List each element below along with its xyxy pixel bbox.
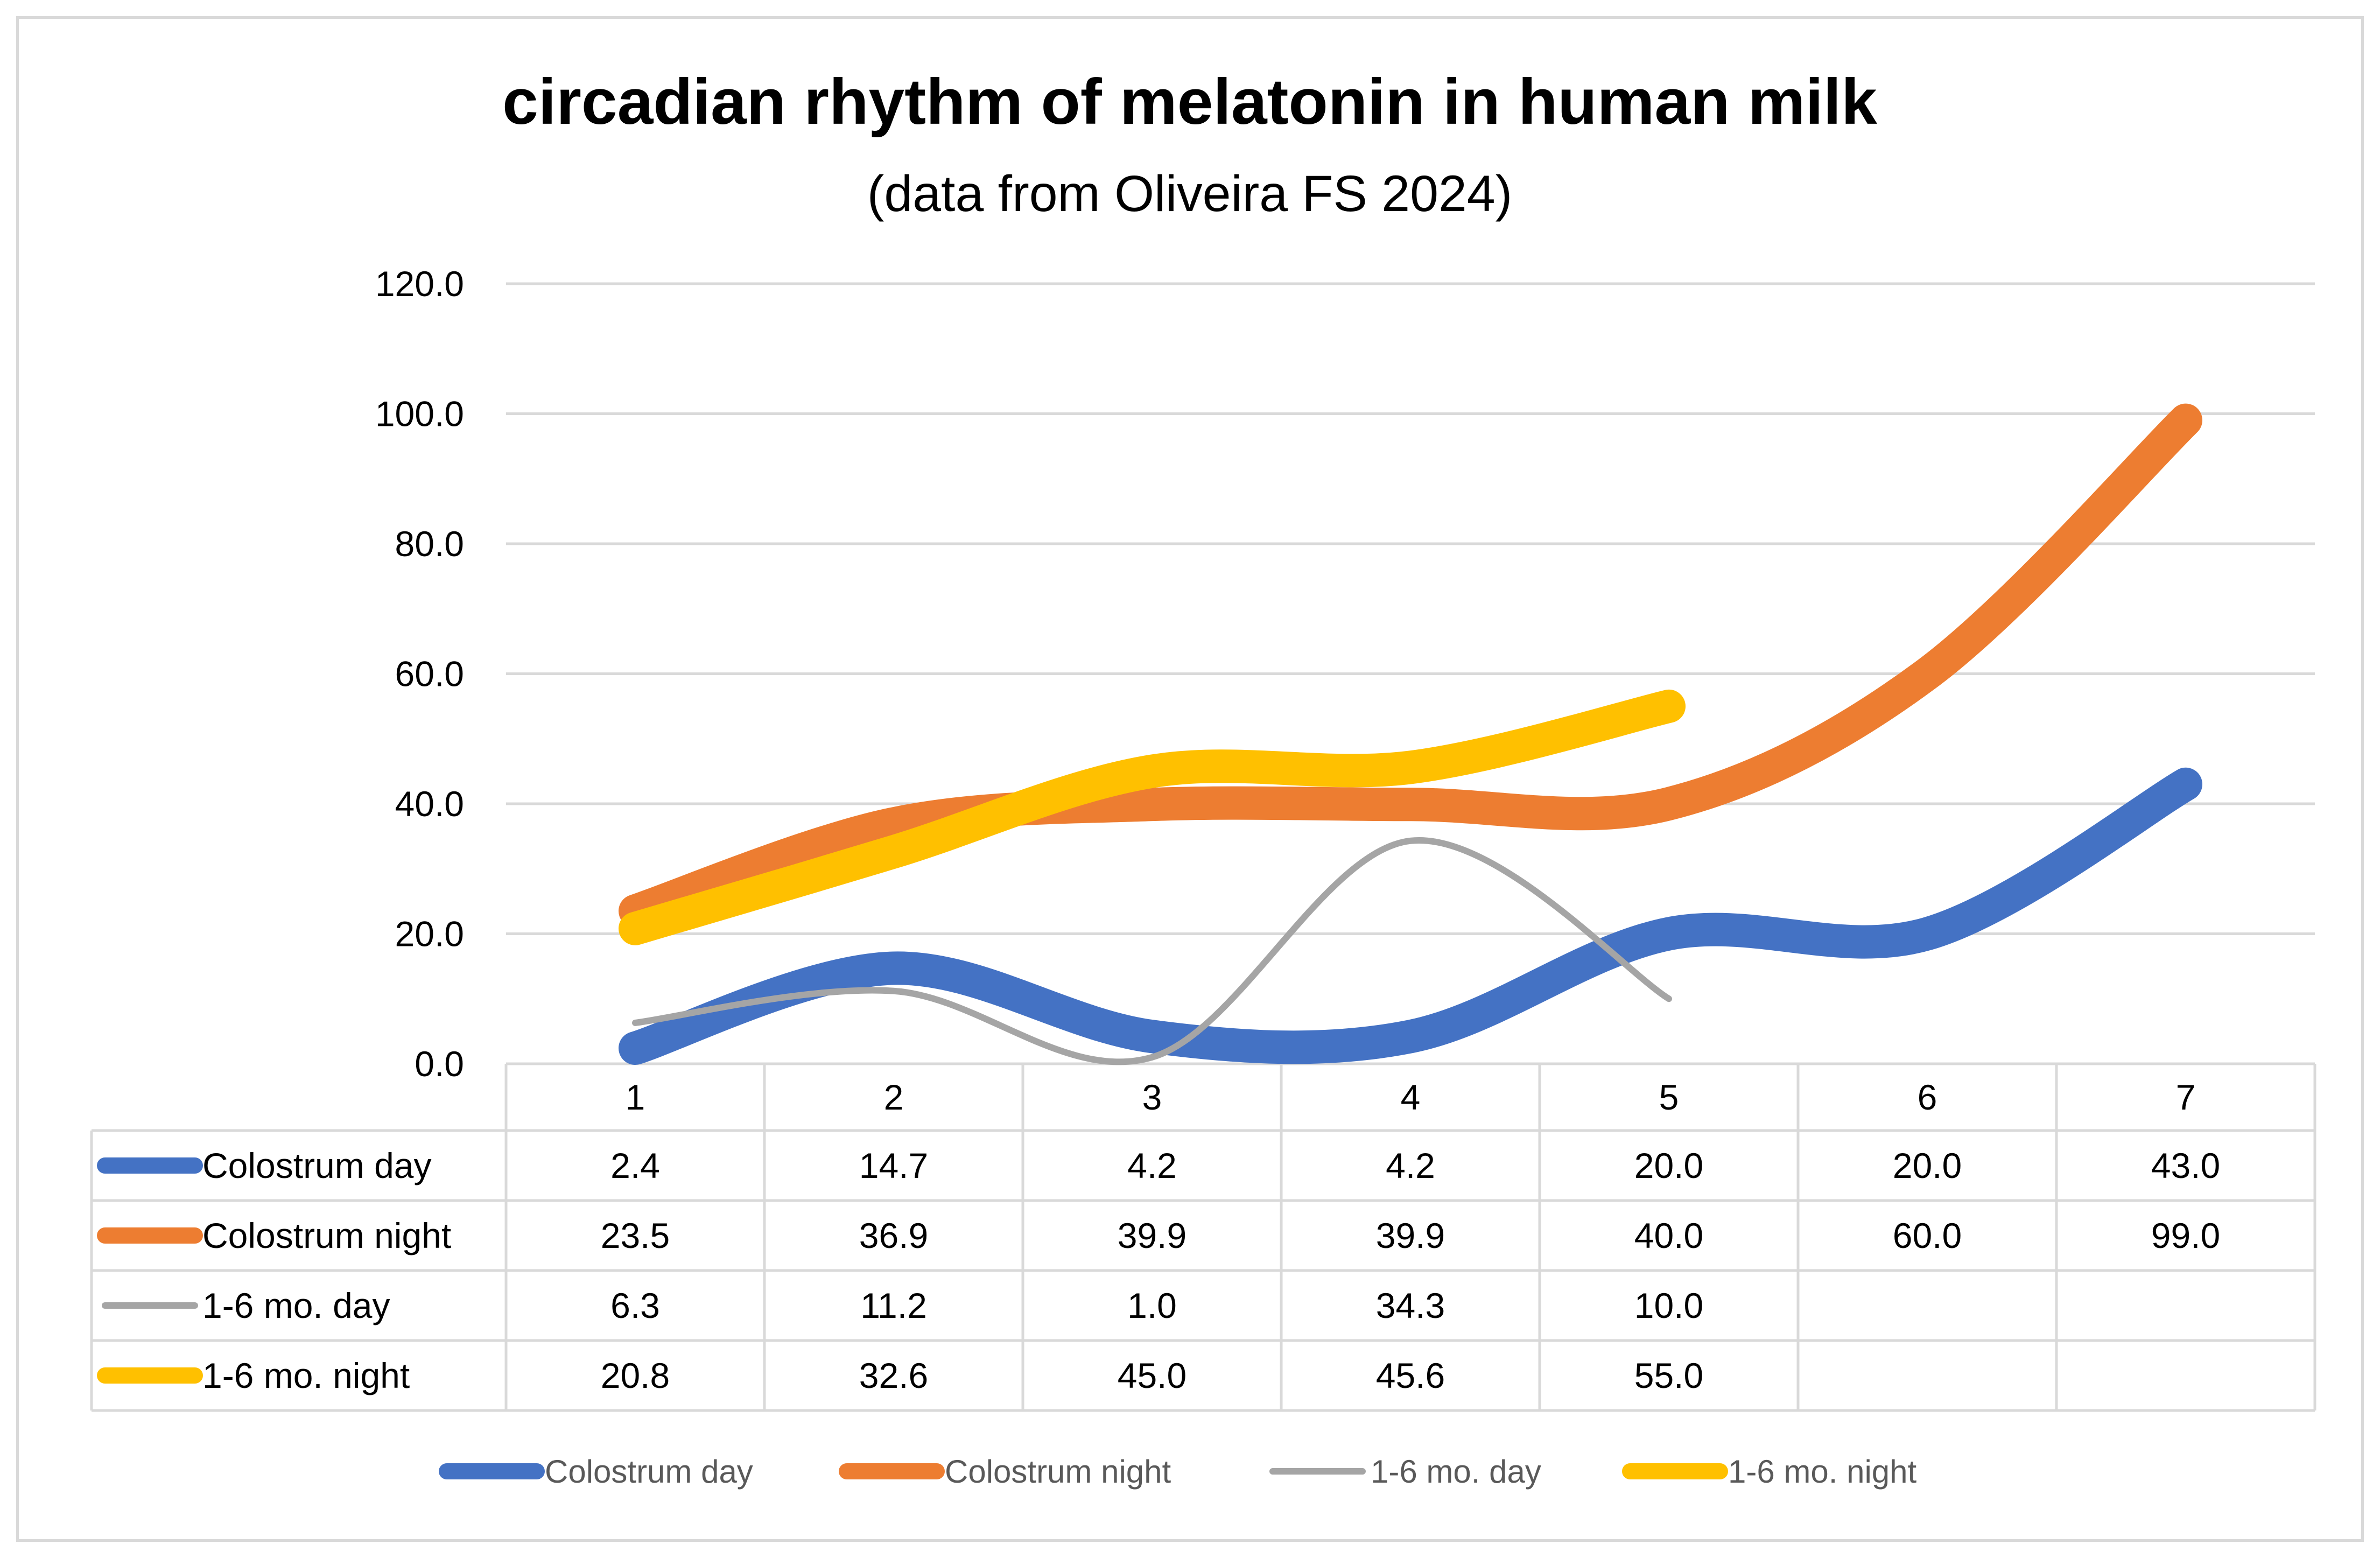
y-tick-label: 0.0 [415,1044,464,1084]
chart-subtitle: (data from Oliveira FS 2024) [867,165,1513,222]
chart-title: circadian rhythm of melatonin in human m… [502,66,1877,138]
table-cell-value: 43.0 [2151,1146,2220,1185]
table-cell-value: 60.0 [1893,1216,1962,1255]
x-category-label: 6 [1918,1077,1937,1117]
legend-label: 1-6 mo. day [1371,1454,1541,1490]
legend: Colostrum day Colostrum night 1-6 mo. day 1… [439,1454,1917,1490]
data-table: 1 2 3 4 5 6 7 Colostrum day 2.4 14.7 4.2 4.2 20.0 20.… [90,1062,2316,1412]
table-row-label: Colostrum day [202,1146,432,1185]
chart-frame [16,16,2364,1542]
y-tick-label: 120.0 [375,264,464,304]
series-line-1-6-mo-night [619,689,1686,945]
y-tick-label: 80.0 [395,524,464,564]
series-line-colostrum-night [619,403,2202,928]
table-cell-value: 6.3 [610,1286,660,1325]
gridlines [506,282,2315,935]
legend-label: Colostrum day [545,1454,753,1490]
x-category-label: 7 [2176,1077,2196,1117]
x-category-label: 2 [884,1077,904,1117]
table-cell-value: 4.2 [1386,1146,1435,1185]
table-cell-value: 99.0 [2151,1216,2220,1255]
series-line-colostrum-day [619,767,2202,1065]
table-cell-value: 14.7 [859,1146,928,1185]
table-row-label: 1-6 mo. day [202,1286,390,1325]
table-cell-value: 55.0 [1634,1356,1703,1395]
y-axis-ticks: 0.0 20.0 40.0 60.0 80.0 100.0 120.0 [375,264,464,1084]
table-cell-value: 20.8 [601,1356,670,1395]
table-cell-value: 34.3 [1376,1286,1445,1325]
table-cell-value: 36.9 [859,1216,928,1255]
x-category-label: 4 [1401,1077,1421,1117]
x-category-label: 3 [1142,1077,1162,1117]
x-category-label: 5 [1659,1077,1679,1117]
legend-label: Colostrum night [945,1454,1171,1490]
table-cell-value: 20.0 [1634,1146,1703,1185]
series-line-1-6-mo-day [632,837,1672,1065]
table-row-label: Colostrum night [202,1216,451,1255]
table-row-label: 1-6 mo. night [202,1356,410,1395]
table-cell-value: 2.4 [610,1146,660,1185]
table-cell-value: 11.2 [860,1286,927,1325]
y-tick-label: 40.0 [395,784,464,824]
table-cell-value: 45.6 [1376,1356,1445,1395]
table-cell-value: 39.9 [1118,1216,1187,1255]
y-tick-label: 60.0 [395,654,464,694]
table-cell-value: 40.0 [1634,1216,1703,1255]
table-cell-value: 23.5 [601,1216,670,1255]
series-lines [619,403,2202,1065]
table-cell-value: 10.0 [1634,1286,1703,1325]
table-cell-value: 1.0 [1127,1286,1177,1325]
table-cell-value: 45.0 [1118,1356,1187,1395]
y-tick-label: 20.0 [395,914,464,954]
legend-label: 1-6 mo. night [1728,1454,1917,1490]
table-cell-value: 20.0 [1893,1146,1962,1185]
table-cell-value: 32.6 [859,1356,928,1395]
table-cell-value: 4.2 [1127,1146,1177,1185]
y-tick-label: 100.0 [375,394,464,434]
table-cell-value: 39.9 [1376,1216,1445,1255]
x-category-label: 1 [626,1077,645,1117]
